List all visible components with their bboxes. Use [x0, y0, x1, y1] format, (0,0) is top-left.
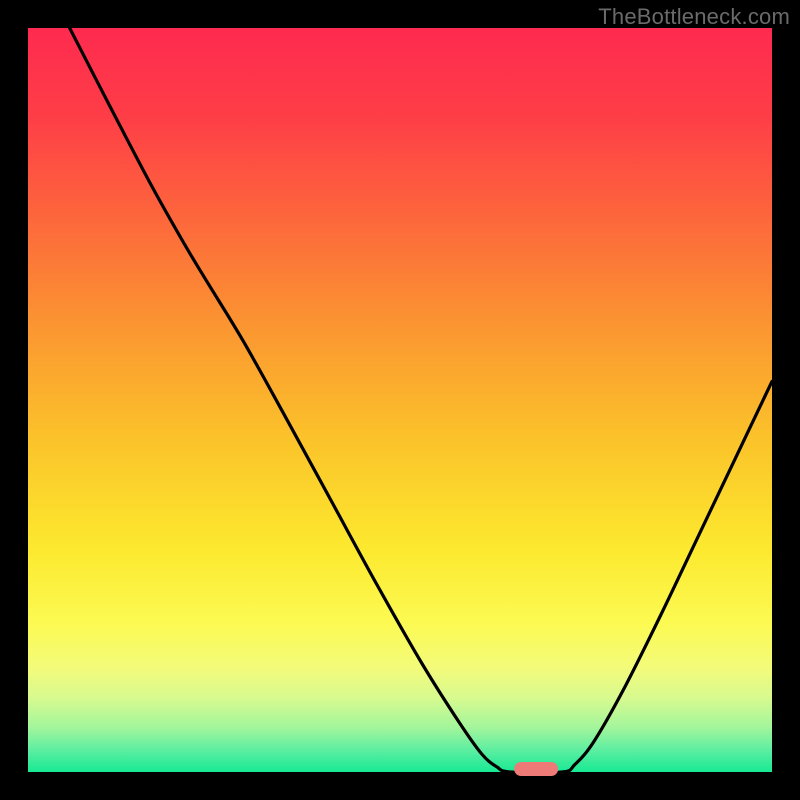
optimal-marker: [514, 762, 558, 776]
watermark-text: TheBottleneck.com: [598, 4, 790, 30]
plot-background: [28, 28, 772, 772]
chart-svg: [0, 0, 800, 800]
bottleneck-chart: TheBottleneck.com: [0, 0, 800, 800]
